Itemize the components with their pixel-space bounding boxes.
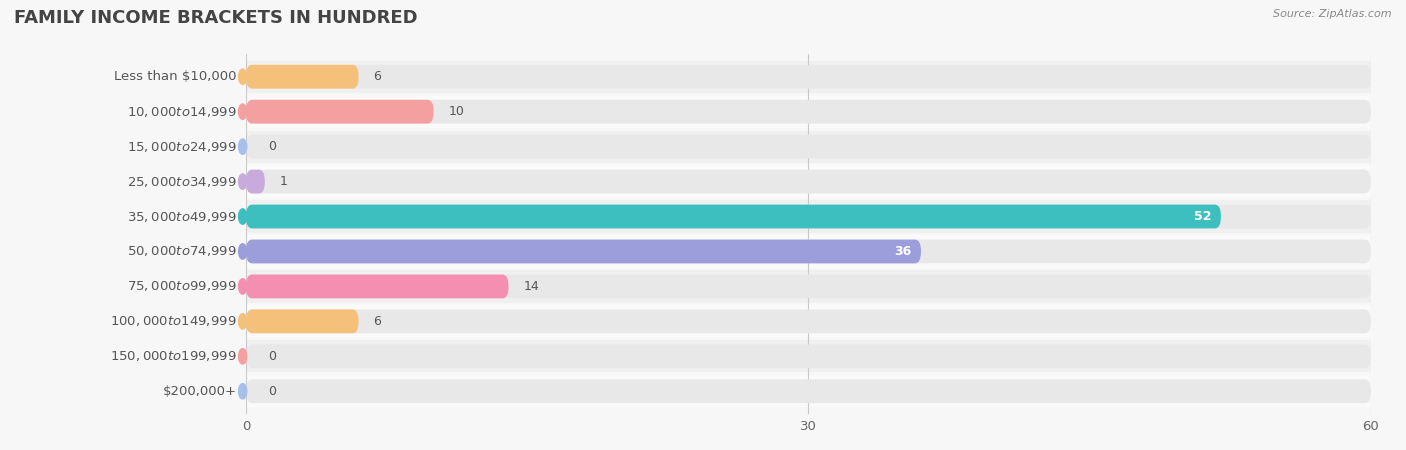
Text: Less than $10,000: Less than $10,000 bbox=[114, 70, 236, 83]
FancyBboxPatch shape bbox=[246, 235, 1371, 268]
Text: 52: 52 bbox=[1194, 210, 1212, 223]
Text: $100,000 to $149,999: $100,000 to $149,999 bbox=[110, 315, 236, 328]
Circle shape bbox=[239, 69, 247, 85]
Circle shape bbox=[239, 139, 247, 154]
FancyBboxPatch shape bbox=[246, 274, 1371, 298]
FancyBboxPatch shape bbox=[246, 100, 433, 124]
Text: $10,000 to $14,999: $10,000 to $14,999 bbox=[127, 105, 236, 119]
FancyBboxPatch shape bbox=[246, 100, 1371, 124]
FancyBboxPatch shape bbox=[246, 95, 1371, 128]
FancyBboxPatch shape bbox=[246, 166, 1371, 198]
FancyBboxPatch shape bbox=[246, 200, 1371, 233]
Text: Source: ZipAtlas.com: Source: ZipAtlas.com bbox=[1274, 9, 1392, 19]
FancyBboxPatch shape bbox=[246, 340, 1371, 373]
Text: $50,000 to $74,999: $50,000 to $74,999 bbox=[127, 244, 236, 258]
Text: 0: 0 bbox=[269, 385, 277, 398]
Text: $15,000 to $24,999: $15,000 to $24,999 bbox=[127, 140, 236, 153]
Circle shape bbox=[239, 209, 247, 224]
FancyBboxPatch shape bbox=[246, 344, 1371, 368]
Text: 36: 36 bbox=[894, 245, 911, 258]
FancyBboxPatch shape bbox=[246, 305, 1371, 338]
Text: 10: 10 bbox=[449, 105, 464, 118]
FancyBboxPatch shape bbox=[246, 65, 359, 89]
Circle shape bbox=[239, 383, 247, 399]
Text: $35,000 to $49,999: $35,000 to $49,999 bbox=[127, 210, 236, 224]
FancyBboxPatch shape bbox=[246, 239, 1371, 263]
Circle shape bbox=[239, 314, 247, 329]
Circle shape bbox=[239, 349, 247, 364]
Text: 0: 0 bbox=[269, 140, 277, 153]
FancyBboxPatch shape bbox=[246, 310, 1371, 333]
Text: 0: 0 bbox=[269, 350, 277, 363]
FancyBboxPatch shape bbox=[246, 239, 921, 263]
FancyBboxPatch shape bbox=[246, 205, 1220, 229]
Circle shape bbox=[239, 174, 247, 189]
Circle shape bbox=[239, 104, 247, 119]
Circle shape bbox=[239, 244, 247, 259]
FancyBboxPatch shape bbox=[246, 170, 264, 194]
FancyBboxPatch shape bbox=[246, 375, 1371, 407]
FancyBboxPatch shape bbox=[246, 135, 1371, 158]
FancyBboxPatch shape bbox=[246, 65, 1371, 89]
FancyBboxPatch shape bbox=[246, 274, 509, 298]
FancyBboxPatch shape bbox=[246, 205, 1371, 229]
Text: FAMILY INCOME BRACKETS IN HUNDRED: FAMILY INCOME BRACKETS IN HUNDRED bbox=[14, 9, 418, 27]
Circle shape bbox=[239, 279, 247, 294]
Text: $25,000 to $34,999: $25,000 to $34,999 bbox=[127, 175, 236, 189]
Text: 1: 1 bbox=[280, 175, 288, 188]
FancyBboxPatch shape bbox=[246, 270, 1371, 302]
Text: 6: 6 bbox=[374, 315, 381, 328]
FancyBboxPatch shape bbox=[246, 61, 1371, 93]
Text: 6: 6 bbox=[374, 70, 381, 83]
FancyBboxPatch shape bbox=[246, 310, 359, 333]
Text: $150,000 to $199,999: $150,000 to $199,999 bbox=[110, 349, 236, 363]
FancyBboxPatch shape bbox=[246, 379, 1371, 403]
Text: $75,000 to $99,999: $75,000 to $99,999 bbox=[127, 279, 236, 293]
Text: $200,000+: $200,000+ bbox=[163, 385, 236, 398]
FancyBboxPatch shape bbox=[246, 170, 1371, 194]
Text: 14: 14 bbox=[523, 280, 540, 293]
FancyBboxPatch shape bbox=[246, 130, 1371, 163]
